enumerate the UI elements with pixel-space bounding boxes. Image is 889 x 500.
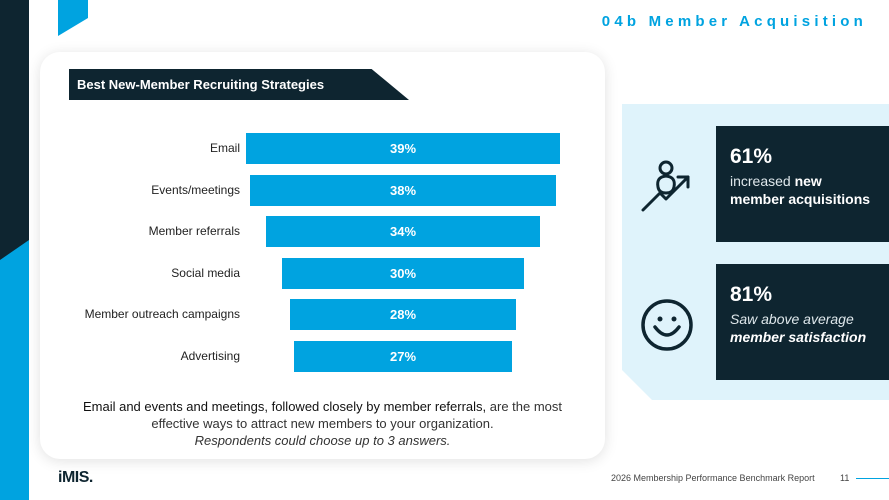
footer-rule (856, 478, 889, 479)
value-label: 27% (389, 349, 417, 364)
caption-note: Respondents could choose up to 3 answers… (194, 433, 451, 448)
category-label: Social media (171, 265, 240, 280)
value-label: 38% (389, 182, 417, 198)
report-name: 2026 Membership Performance Benchmark Re… (611, 473, 815, 483)
value-label: 30% (389, 265, 417, 281)
chart-title: Best New-Member Recruiting Strategies (69, 69, 409, 100)
bar-email (246, 133, 560, 164)
caption-rest: are the most effective ways to attract n… (151, 399, 563, 431)
person-growth-icon (641, 160, 690, 212)
chart-caption: Email and events and meetings, followed … (70, 398, 575, 449)
category-label: Advertising (180, 349, 240, 363)
bar-advertising (294, 341, 512, 372)
value-label: 34% (389, 224, 417, 240)
slide-title: 04b Member Acquisition (601, 13, 867, 30)
stat-text-bold: member satisfaction (730, 329, 867, 345)
caption-highlight: Email and events and meetings, followed … (82, 399, 487, 414)
category-label: Events/meetings (151, 182, 240, 197)
left-dark-strip (0, 0, 29, 260)
bar-social-media (282, 257, 524, 289)
page-number: 11 (840, 473, 850, 483)
left-blue-strip (0, 240, 29, 500)
stat-card-satisfaction: 81% Saw above average member satisfactio… (716, 264, 889, 380)
category-label: Member outreach campaigns (84, 307, 240, 322)
stat-percent: 61% (730, 145, 773, 168)
value-label: 28% (389, 307, 417, 323)
stat-percent: 81% (730, 283, 773, 306)
stat-text: increased (730, 173, 795, 189)
bar-events-meetings (250, 174, 556, 206)
category-label: Member referrals (148, 224, 240, 239)
bar-member-outreach-campaigns (290, 299, 516, 331)
chart-card (40, 52, 605, 459)
stat-text: Saw above average (730, 311, 854, 327)
imis-logo: iMIS. (58, 469, 93, 486)
category-label: Email (209, 141, 240, 155)
stat-card-acquisitions: 61% increased new member acquisitions (716, 126, 889, 242)
bar-member-referrals (266, 216, 540, 248)
corner-decoration (58, 0, 88, 36)
value-label: 39% (389, 141, 417, 156)
stat-text-bold: new member acquisitions (730, 173, 871, 207)
smiley-face-icon (641, 299, 693, 351)
